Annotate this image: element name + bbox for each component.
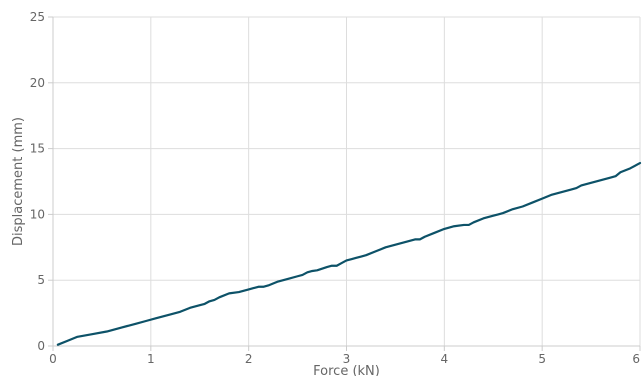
x-tick-label: 3 [343,352,351,366]
y-tick-label: 5 [37,273,45,287]
x-axis-title: Force (kN) [313,364,380,376]
grid [53,16,641,346]
x-tick-label: 0 [49,352,57,366]
tick-labels: 0 1 2 3 4 5 6 0 5 10 15 20 25 [30,10,640,366]
x-tick-label: 2 [245,352,253,366]
y-tick-label: 15 [30,142,45,156]
x-tick-label: 6 [632,352,640,366]
x-tick-label: 4 [441,352,449,366]
x-tick-label: 1 [147,352,155,366]
series-group [56,161,642,346]
y-tick-label: 25 [30,10,45,24]
y-tick-label: 0 [37,339,45,353]
y-tick-label: 10 [30,207,45,221]
y-axis-title: Displacement (mm) [11,117,26,246]
x-tick-label: 5 [538,352,546,366]
axes [48,16,641,351]
series-line-0 [56,161,642,346]
y-tick-label: 20 [30,76,45,90]
